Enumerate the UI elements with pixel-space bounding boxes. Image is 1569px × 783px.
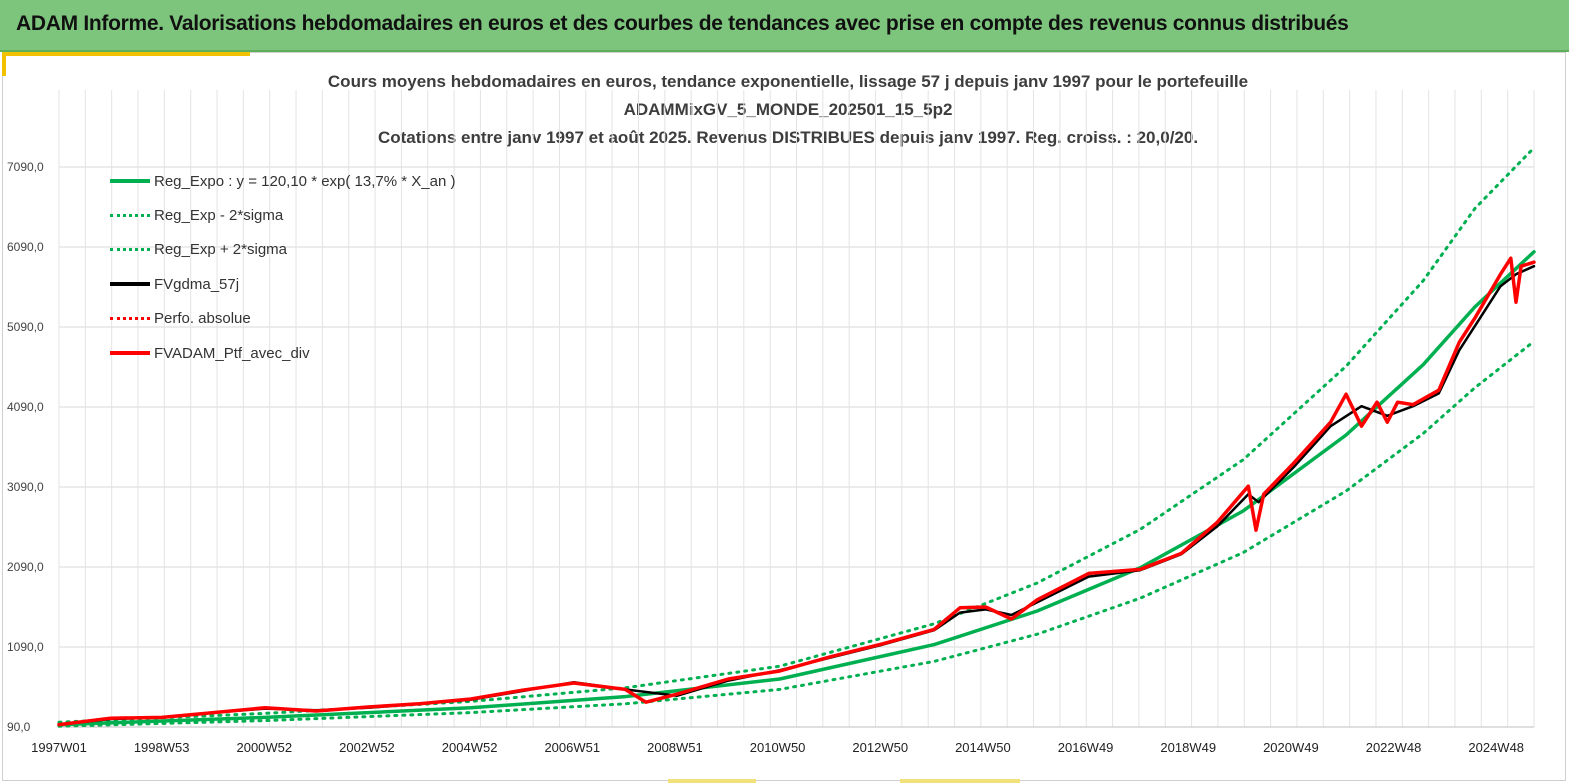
legend-swatch (110, 214, 150, 218)
legend-swatch (110, 179, 150, 184)
legend-swatch (110, 351, 150, 356)
x-tick-label: 2010W50 (750, 740, 806, 755)
legend-item: Reg_Exp - 2*sigma (110, 198, 455, 232)
legend-swatch (110, 317, 150, 321)
series-line-reg-expo-y-120-10-exp-13-7-x-an (57, 250, 1536, 727)
x-tick-label: 2008W51 (647, 740, 703, 755)
legend-swatch (110, 282, 150, 287)
legend-item: Reg_Exp + 2*sigma (110, 233, 455, 267)
legend-swatch (110, 248, 150, 252)
legend: Reg_Expo : y = 120,10 * exp( 13,7% * X_a… (110, 164, 455, 370)
accent-bar-bottom-1 (668, 779, 756, 783)
y-tick-label: 3090,0 (7, 480, 44, 494)
legend-item: FVgdma_57j (110, 267, 455, 301)
x-tick-label: 2022W48 (1366, 740, 1422, 755)
legend-label: FVADAM_Ptf_avec_div (154, 344, 310, 362)
y-tick-label: 4090,0 (7, 400, 44, 414)
legend-label: FVgdma_57j (154, 275, 240, 293)
x-tick-label: 1998W53 (134, 740, 190, 755)
chart-frame (2, 52, 1566, 781)
legend-item: Perfo. absolue (110, 302, 455, 336)
y-tick-label: 90,0 (7, 720, 31, 734)
x-tick-label: 2020W49 (1263, 740, 1319, 755)
legend-label: Reg_Exp + 2*sigma (154, 241, 287, 259)
x-axis: 1997W01 1998W53 2000W52 2002W52 2004W52 2006W… (31, 740, 1524, 755)
header-banner: ADAM Informe. Valorisations hebdomadaire… (0, 0, 1569, 52)
grid-lines (58, 90, 1535, 728)
accent-bar-left (2, 52, 6, 76)
series-line-reg-exp-2-sigma (57, 146, 1536, 724)
x-tick-label: 2024W48 (1468, 740, 1524, 755)
x-tick-label: 2014W50 (955, 740, 1011, 755)
chart-title-line-2: ADAMMixGV_5_MONDE_202501_15_5p2 (623, 100, 953, 119)
x-tick-label: 2004W52 (442, 740, 498, 755)
x-tick-label: 2002W52 (339, 740, 395, 755)
y-tick-label: 6090,0 (7, 240, 44, 254)
y-tick-label: 2090,0 (7, 560, 44, 574)
legend-item: Reg_Expo : y = 120,10 * exp( 13,7% * X_a… (110, 164, 455, 198)
chart-title: Cours moyens hebdomadaires en euros, ten… (200, 68, 1376, 152)
x-tick-label: 1997W01 (31, 740, 87, 755)
banner-title: ADAM Informe. Valorisations hebdomadaire… (16, 12, 1349, 35)
y-tick-label: 7090,0 (7, 160, 44, 174)
legend-item: FVADAM_Ptf_avec_div (110, 336, 455, 370)
x-tick-label: 2016W49 (1058, 740, 1114, 755)
y-tick-label: 1090,0 (7, 640, 44, 654)
y-axis: 90,0 1090,0 2090,0 3090,0 4090,0 5090,0 6090,0… (7, 160, 44, 734)
legend-label: Reg_Expo : y = 120,10 * exp( 13,7% * X_a… (154, 172, 456, 190)
chart-title-line-1: Cours moyens hebdomadaires en euros, ten… (327, 72, 1249, 91)
series-line-fvadam-ptf-avec-div (57, 256, 1536, 727)
series-lines (57, 146, 1536, 728)
chart-title-line-3: Cotations entre janv 1997 et août 2025. … (377, 128, 1199, 147)
series-line-reg-exp-2-sigma (57, 339, 1536, 728)
x-tick-label: 2000W52 (236, 740, 292, 755)
legend-label: Perfo. absolue (154, 310, 251, 328)
y-tick-label: 5090,0 (7, 320, 44, 334)
x-tick-label: 2012W50 (852, 740, 908, 755)
x-tick-label: 2018W49 (1160, 740, 1216, 755)
legend-label: Reg_Exp - 2*sigma (154, 207, 284, 225)
accent-bar-top (2, 52, 250, 56)
x-tick-label: 2006W51 (544, 740, 600, 755)
accent-bar-bottom-2 (900, 779, 1020, 783)
